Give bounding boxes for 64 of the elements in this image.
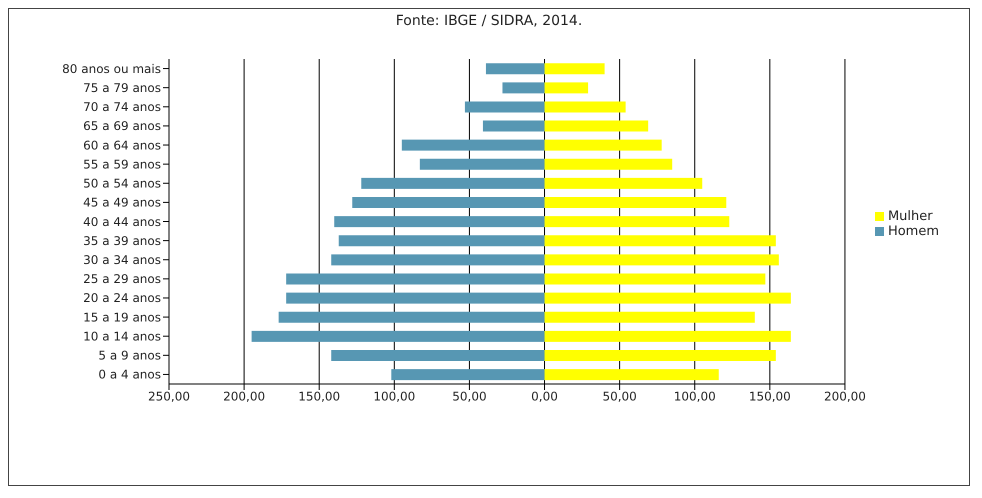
legend-label: Homem bbox=[888, 224, 939, 239]
bar bbox=[544, 101, 626, 112]
bar bbox=[544, 235, 776, 246]
bar bbox=[544, 178, 702, 189]
bar bbox=[402, 140, 545, 151]
legend-label: Mulher bbox=[888, 209, 933, 224]
x-tick-label: 50,00 bbox=[452, 390, 487, 404]
x-tick-label: 250,00 bbox=[148, 390, 190, 404]
bar bbox=[420, 158, 545, 170]
bar bbox=[544, 254, 779, 266]
bar bbox=[331, 254, 545, 266]
bar bbox=[544, 63, 605, 74]
x-tick-label: 200,00 bbox=[824, 390, 866, 404]
y-tick-label: 5 a 9 anos bbox=[98, 348, 161, 363]
y-tick-label: 45 a 49 anos bbox=[83, 196, 161, 210]
y-tick-label: 50 a 54 anos bbox=[83, 176, 161, 191]
bar bbox=[278, 312, 545, 323]
bar bbox=[482, 120, 545, 132]
bar bbox=[544, 350, 776, 361]
bar bbox=[544, 82, 588, 94]
y-tick-label: 10 a 14 anos bbox=[83, 329, 161, 344]
x-tick-label: 150,00 bbox=[298, 390, 340, 404]
bar bbox=[544, 369, 719, 380]
y-tick-label: 55 a 59 anos bbox=[83, 157, 161, 172]
bar bbox=[486, 63, 545, 74]
x-tick-label: 50,00 bbox=[602, 390, 637, 404]
bar bbox=[352, 197, 545, 208]
bar bbox=[361, 178, 545, 189]
bar bbox=[544, 140, 662, 151]
bar bbox=[544, 330, 791, 342]
bar bbox=[464, 101, 545, 112]
y-tick-label: 80 anos ou mais bbox=[62, 62, 161, 76]
bar bbox=[338, 235, 545, 246]
bar bbox=[544, 274, 766, 284]
source-note: Fonte: IBGE / SIDRA, 2014. bbox=[394, 13, 584, 29]
x-tick-label: 100,00 bbox=[373, 390, 416, 404]
y-tick-label: 0 a 4 anos bbox=[98, 368, 161, 382]
y-tick-label: 20 a 24 anos bbox=[83, 291, 161, 306]
bar bbox=[252, 330, 545, 342]
y-tick-label: 15 a 19 anos bbox=[83, 310, 161, 324]
y-tick-label: 35 a 39 anos bbox=[83, 234, 161, 248]
bar bbox=[286, 274, 545, 284]
y-tick-label: 60 a 64 anos bbox=[83, 138, 161, 152]
y-tick-label: 70 a 74 anos bbox=[83, 100, 161, 114]
y-tick-label: 75 a 79 anos bbox=[83, 80, 161, 95]
x-tick-label: 0,00 bbox=[531, 390, 558, 404]
bar bbox=[544, 120, 648, 132]
y-tick-label: 25 a 29 anos bbox=[83, 272, 161, 286]
y-tick-label: 65 a 69 anos bbox=[83, 119, 161, 134]
x-tick-label: 200,00 bbox=[223, 390, 266, 404]
bar bbox=[331, 350, 545, 361]
y-tick-label: 40 a 44 anos bbox=[83, 214, 161, 229]
x-tick-label: 100,00 bbox=[674, 390, 716, 404]
bar bbox=[334, 216, 545, 228]
bar bbox=[391, 369, 545, 380]
bar bbox=[502, 82, 545, 94]
bar bbox=[544, 216, 730, 228]
bar bbox=[286, 292, 545, 304]
y-tick-label: 30 a 34 anos bbox=[83, 252, 161, 267]
bar bbox=[544, 292, 791, 304]
bar bbox=[544, 158, 672, 170]
x-tick-label: 150,00 bbox=[748, 390, 791, 404]
bar bbox=[544, 197, 726, 208]
bar bbox=[544, 312, 755, 323]
